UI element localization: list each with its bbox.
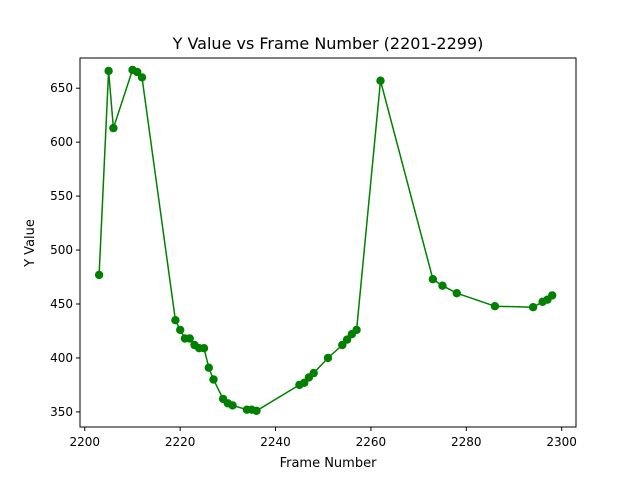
x-tick-label: 2220 [165,435,196,449]
data-point [490,302,500,311]
data-point [309,368,318,378]
data-point [342,335,352,344]
y-axis-label: Y Value [23,219,38,268]
x-tick-label: 2200 [69,435,100,449]
data-point [548,291,557,300]
data-point [338,340,347,350]
data-point [176,325,185,335]
data-point [133,67,142,77]
data-point [438,281,447,290]
data-point [352,325,361,335]
y-tick-label: 450 [50,297,73,311]
plot-frame [79,57,577,428]
x-axis-ticks: 2200 2220 2240 2260 2280 2300 [69,427,577,449]
y-tick-label: 400 [50,351,73,365]
data-point [376,76,385,85]
data-point [137,73,147,82]
data-point [428,275,438,284]
y-tick-label: 550 [50,189,73,203]
data-point [104,66,113,76]
data-point [199,344,209,353]
data-point [209,375,218,384]
x-axis-label: Frame Number [280,456,378,471]
data-point [185,334,194,343]
x-tick-label: 2240 [260,435,291,449]
y-tick-label: 350 [50,405,73,419]
data-point [323,353,333,363]
data-point [204,363,213,372]
y-tick-label: 500 [50,243,73,257]
y-tick-label: 650 [50,81,73,95]
data-point [452,289,461,298]
chart-title: Y Value vs Frame Number (2201-2299) [172,34,484,53]
data-point [109,123,118,133]
data-point [94,270,104,280]
data-point [300,378,309,387]
data-point [252,406,261,415]
x-tick-label: 2300 [546,435,577,449]
x-tick-label: 2260 [356,435,387,449]
x-tick-label: 2280 [451,435,482,449]
data-point [171,316,180,325]
data-point [528,303,538,312]
y-tick-label: 600 [50,135,73,149]
data-point [228,401,237,410]
plot-area [79,57,577,428]
y-axis-ticks: 350 400 450 500 550 600 650 [50,81,80,419]
